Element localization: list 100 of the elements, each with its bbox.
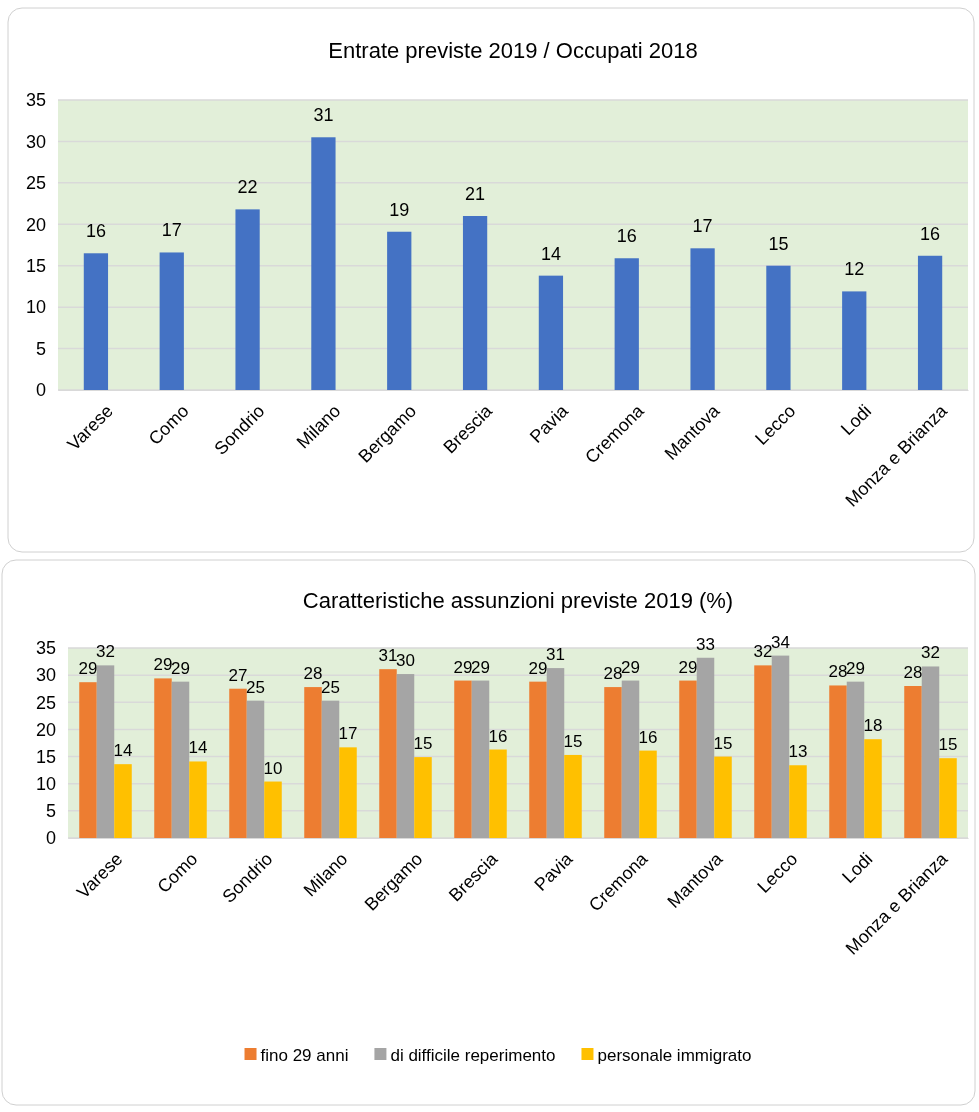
y-tick-label: 35 bbox=[35, 638, 56, 659]
bar bbox=[171, 681, 190, 838]
bar bbox=[379, 669, 397, 838]
bar bbox=[311, 137, 336, 390]
data-label: 29 bbox=[846, 658, 865, 678]
bar bbox=[96, 665, 115, 838]
data-label: 31 bbox=[378, 646, 398, 666]
data-label: 32 bbox=[96, 642, 115, 662]
data-label: 33 bbox=[696, 634, 715, 654]
y-tick-label: 25 bbox=[35, 692, 56, 713]
data-label: 31 bbox=[546, 645, 565, 665]
data-label: 17 bbox=[338, 724, 358, 744]
y-tick-label: 20 bbox=[35, 719, 56, 740]
bar bbox=[462, 216, 488, 390]
data-label: 22 bbox=[237, 177, 258, 198]
y-tick-label: 0 bbox=[45, 828, 56, 849]
bar bbox=[159, 252, 184, 390]
data-label: 18 bbox=[863, 716, 883, 736]
data-label: 17 bbox=[161, 220, 182, 241]
bar bbox=[696, 657, 715, 838]
data-label: 15 bbox=[563, 731, 583, 751]
bar bbox=[639, 750, 657, 838]
bar bbox=[690, 248, 715, 390]
y-tick-label: 10 bbox=[35, 773, 56, 794]
data-label: 29 bbox=[171, 658, 190, 678]
bar bbox=[771, 655, 790, 838]
data-label: 29 bbox=[678, 657, 698, 677]
bar bbox=[829, 685, 847, 838]
data-label: 29 bbox=[78, 659, 98, 679]
data-label: 28 bbox=[303, 664, 323, 684]
bar bbox=[229, 688, 247, 838]
bar bbox=[604, 687, 622, 838]
data-label: 17 bbox=[692, 216, 713, 237]
y-tick-label: 20 bbox=[25, 214, 46, 235]
bar bbox=[471, 680, 490, 838]
bar bbox=[754, 665, 772, 838]
data-label: 12 bbox=[844, 259, 865, 280]
bar bbox=[789, 765, 807, 838]
bar bbox=[614, 258, 639, 390]
data-label: 15 bbox=[768, 233, 789, 254]
data-label: 16 bbox=[85, 221, 106, 242]
data-label: 15 bbox=[413, 734, 433, 754]
y-tick-label: 30 bbox=[35, 665, 56, 686]
data-label: 28 bbox=[903, 663, 923, 682]
bar bbox=[904, 686, 922, 838]
y-tick-label: 25 bbox=[25, 173, 46, 194]
data-label: 16 bbox=[920, 223, 941, 244]
data-label: 19 bbox=[389, 199, 410, 220]
chart-title: Caratteristiche assunzioni previste 2019 (%) bbox=[302, 588, 734, 613]
data-label: 25 bbox=[246, 677, 265, 697]
data-label: 14 bbox=[188, 738, 208, 758]
y-tick-label: 0 bbox=[35, 380, 46, 401]
bar bbox=[917, 255, 943, 390]
bar bbox=[246, 700, 265, 838]
data-label: 29 bbox=[471, 657, 490, 677]
bar bbox=[842, 291, 867, 390]
data-label: 32 bbox=[753, 642, 773, 662]
bar bbox=[264, 781, 282, 838]
data-label: 15 bbox=[938, 735, 958, 755]
data-label: 28 bbox=[828, 662, 848, 682]
y-tick-label: 5 bbox=[45, 801, 56, 822]
data-label: 25 bbox=[321, 677, 340, 697]
bar bbox=[414, 757, 432, 838]
data-label: 15 bbox=[713, 733, 733, 753]
bar bbox=[921, 666, 940, 838]
bar bbox=[235, 209, 260, 390]
bar bbox=[396, 674, 415, 838]
data-label: 29 bbox=[453, 657, 473, 677]
y-tick-label: 5 bbox=[35, 338, 46, 359]
data-label: 27 bbox=[228, 665, 248, 685]
bar bbox=[189, 761, 207, 838]
bar bbox=[114, 764, 132, 838]
legend-label: fino 29 anni bbox=[260, 1045, 349, 1065]
data-label: 29 bbox=[621, 657, 640, 677]
y-tick-label: 30 bbox=[25, 131, 46, 152]
bar bbox=[766, 265, 791, 390]
bar bbox=[387, 231, 412, 390]
chart-title: Entrate previste 2019 / Occupati 2018 bbox=[328, 38, 698, 63]
bar bbox=[714, 756, 732, 838]
bar bbox=[939, 758, 957, 838]
y-tick-label: 15 bbox=[25, 255, 46, 276]
y-tick-label: 10 bbox=[25, 297, 46, 318]
bar bbox=[154, 678, 172, 838]
legend-label: personale immigrato bbox=[597, 1045, 752, 1065]
bar bbox=[454, 680, 472, 838]
bar bbox=[538, 275, 564, 390]
bar bbox=[529, 681, 547, 838]
data-label: 13 bbox=[788, 742, 808, 762]
bar bbox=[321, 700, 340, 838]
data-label: 16 bbox=[638, 727, 658, 747]
data-label: 10 bbox=[263, 758, 283, 778]
legend-label: di difficile reperimento bbox=[390, 1045, 556, 1065]
data-label: 16 bbox=[616, 226, 637, 247]
bar bbox=[489, 749, 507, 838]
bar bbox=[339, 747, 357, 838]
data-label: 29 bbox=[528, 658, 548, 678]
bar bbox=[679, 680, 697, 838]
data-label: 14 bbox=[540, 243, 561, 264]
data-label: 21 bbox=[465, 184, 486, 204]
bar bbox=[621, 680, 640, 838]
